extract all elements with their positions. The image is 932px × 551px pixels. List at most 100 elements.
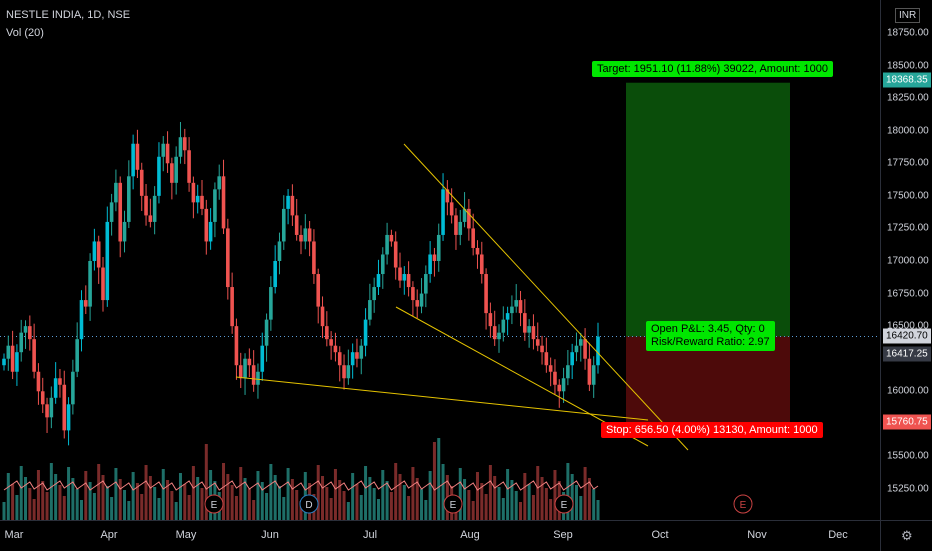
time-tick-label: Nov — [747, 529, 767, 541]
candle-body — [294, 215, 299, 235]
volume-bar — [394, 463, 398, 520]
volume-bar — [290, 479, 294, 520]
candle-body — [277, 241, 282, 261]
volume-bar — [226, 474, 230, 520]
candle-body — [424, 274, 428, 294]
candle-body — [178, 137, 183, 157]
volume-bar — [79, 500, 83, 520]
time-tick-label: Aug — [460, 529, 480, 541]
volume-bar — [579, 496, 583, 520]
volume-bar — [381, 470, 385, 520]
event-marker-icon — [299, 494, 319, 514]
event-marker-label: E — [450, 500, 457, 511]
candle-body — [561, 378, 566, 392]
candle-body — [75, 339, 79, 372]
volume-bar — [351, 473, 355, 520]
candle-body — [557, 384, 562, 392]
candle-body — [88, 261, 92, 307]
candle-body — [2, 358, 6, 366]
price-tick-label: 18000.00 — [887, 125, 929, 137]
risk-reward-text: Risk/Reward Ratio: 2.97 — [651, 336, 770, 348]
volume-bar — [118, 479, 122, 520]
time-tick-label: Sep — [553, 529, 573, 541]
volume-bar — [101, 475, 105, 520]
price-tick-label: 15500.00 — [887, 450, 929, 462]
candle-body — [587, 358, 592, 385]
volume-bar — [67, 467, 71, 520]
price-axis[interactable]: INR 18750.00 18500.00 18250.00 18000.00 1775… — [880, 0, 932, 520]
candle-body — [505, 313, 510, 320]
candle-body — [204, 208, 209, 242]
volume-bar — [523, 473, 527, 520]
volume-bar — [36, 470, 40, 520]
candle-body — [415, 300, 420, 307]
volume-bar — [432, 442, 436, 520]
volume-bar — [553, 470, 557, 520]
candle-body — [312, 241, 316, 275]
volume-bar — [84, 471, 88, 520]
candle-body — [36, 371, 41, 392]
candle-body — [269, 287, 273, 320]
volume-bar — [110, 497, 114, 520]
candle-body — [139, 169, 144, 196]
candle-body — [510, 306, 514, 314]
candle-body — [161, 143, 166, 157]
candle-body — [535, 339, 540, 346]
candle-body — [320, 306, 325, 327]
gear-icon[interactable]: ⚙ — [901, 528, 913, 543]
volume-bar — [41, 481, 45, 520]
candle-body — [238, 365, 243, 379]
candle-body — [109, 202, 114, 222]
candle-body — [62, 384, 67, 431]
candle-body — [445, 189, 450, 203]
volume-bar — [531, 495, 535, 520]
volume-bar — [243, 478, 247, 520]
candle-body — [152, 195, 157, 222]
volume-bar — [338, 480, 342, 520]
candle-body — [281, 208, 286, 242]
volume-bar — [75, 489, 79, 520]
candle-body — [479, 254, 484, 275]
event-marker-label: E — [211, 500, 218, 511]
price-tick-label: 16750.00 — [887, 288, 929, 300]
volume-bar — [583, 467, 587, 520]
candle-body — [337, 352, 342, 366]
time-tick-label: Mar — [4, 529, 24, 541]
candle-body — [458, 221, 463, 235]
volume-bar — [596, 500, 600, 520]
candle-body — [290, 195, 295, 216]
candle-body — [71, 371, 75, 405]
volume-bar — [355, 484, 359, 520]
volume-bar — [407, 496, 411, 520]
time-tick-label: Dec — [828, 529, 848, 541]
volume-legend[interactable]: Vol (20) — [6, 27, 44, 39]
candle-body — [208, 221, 213, 242]
volume-bar — [11, 484, 15, 520]
volume-bar — [463, 479, 467, 520]
candle-body — [32, 339, 36, 372]
volume-bar — [376, 499, 380, 520]
time-axis[interactable]: Mar Apr May Jun Jul Aug Sep Oct Nov Dec — [0, 520, 880, 551]
volume-bar — [88, 482, 92, 520]
candle-body — [40, 391, 45, 405]
symbol-legend[interactable]: NESTLE INDIA, 1D, NSE — [6, 9, 131, 21]
volume-bar — [32, 499, 36, 520]
volume-bar — [148, 476, 152, 520]
volume-bar — [6, 473, 10, 520]
candle-body — [441, 189, 445, 235]
candle-body — [230, 287, 234, 327]
price-tick-label: 18750.00 — [887, 27, 929, 39]
volume-bar — [161, 469, 165, 520]
candle-body — [256, 371, 260, 385]
volume-bar — [467, 490, 471, 520]
chart-area[interactable]: E D E E E NESTLE INDIA, 1D, NSE Vol (20) Tar… — [0, 0, 880, 520]
candle-body — [200, 195, 204, 209]
candle-body — [454, 215, 458, 235]
currency-badge[interactable]: INR — [895, 8, 921, 23]
candle-body — [28, 326, 32, 340]
settings-corner[interactable]: ⚙ — [880, 520, 932, 551]
time-tick-label: Apr — [100, 529, 118, 541]
time-tick-label: Jun — [261, 529, 279, 541]
volume-bar — [458, 468, 462, 520]
